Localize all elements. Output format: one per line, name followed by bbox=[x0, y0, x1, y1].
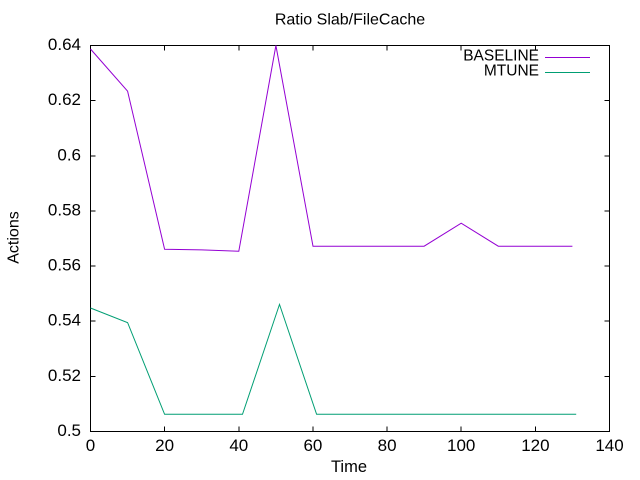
svg-text:40: 40 bbox=[229, 436, 248, 455]
svg-text:MTUNE: MTUNE bbox=[484, 63, 539, 80]
svg-text:120: 120 bbox=[521, 436, 549, 455]
svg-text:20: 20 bbox=[155, 436, 174, 455]
svg-text:BASELINE: BASELINE bbox=[463, 48, 539, 65]
svg-text:0.56: 0.56 bbox=[48, 256, 81, 275]
svg-text:100: 100 bbox=[447, 436, 475, 455]
svg-text:0.5: 0.5 bbox=[57, 421, 81, 440]
svg-text:Ratio Slab/FileCache: Ratio Slab/FileCache bbox=[275, 12, 425, 29]
svg-text:0.54: 0.54 bbox=[48, 311, 81, 330]
svg-text:Time: Time bbox=[331, 458, 367, 476]
svg-text:0.64: 0.64 bbox=[48, 35, 81, 54]
svg-text:0.6: 0.6 bbox=[57, 145, 81, 164]
svg-text:140: 140 bbox=[595, 436, 623, 455]
svg-text:0.62: 0.62 bbox=[48, 90, 81, 109]
svg-text:0.58: 0.58 bbox=[48, 200, 81, 219]
svg-text:0.52: 0.52 bbox=[48, 366, 81, 385]
svg-text:80: 80 bbox=[378, 436, 397, 455]
svg-text:60: 60 bbox=[303, 436, 322, 455]
svg-text:0: 0 bbox=[86, 436, 95, 455]
svg-text:Actions: Actions bbox=[6, 211, 23, 263]
